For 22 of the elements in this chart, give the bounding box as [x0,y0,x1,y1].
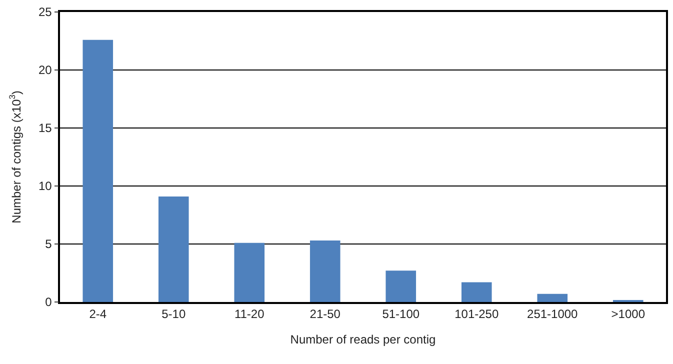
y-tick-label: 10 [38,179,52,194]
x-tick-label: 21-50 [310,307,341,322]
x-tick-label: 2-4 [89,307,107,322]
x-axis-title: Number of reads per contig [290,332,436,347]
bar [461,282,492,302]
bar [82,40,114,302]
bar [310,240,340,302]
bar [386,270,416,302]
y-tick-label: 5 [45,237,52,252]
x-tick-label: 51-100 [382,307,420,322]
x-tick-label: 11-20 [234,307,265,322]
bar [234,242,265,302]
y-tick-label: 25 [38,5,52,20]
bar [537,294,568,302]
x-tick-label: 5-10 [162,307,186,322]
x-tick-label: >1000 [611,307,646,322]
y-tick-label: 0 [45,295,52,310]
x-tick-label: 251-1000 [527,307,578,322]
y-tick-label: 15 [38,121,52,136]
x-tick-label: 101-250 [454,307,499,322]
bar [158,196,189,302]
y-tick-label: 20 [38,63,52,78]
